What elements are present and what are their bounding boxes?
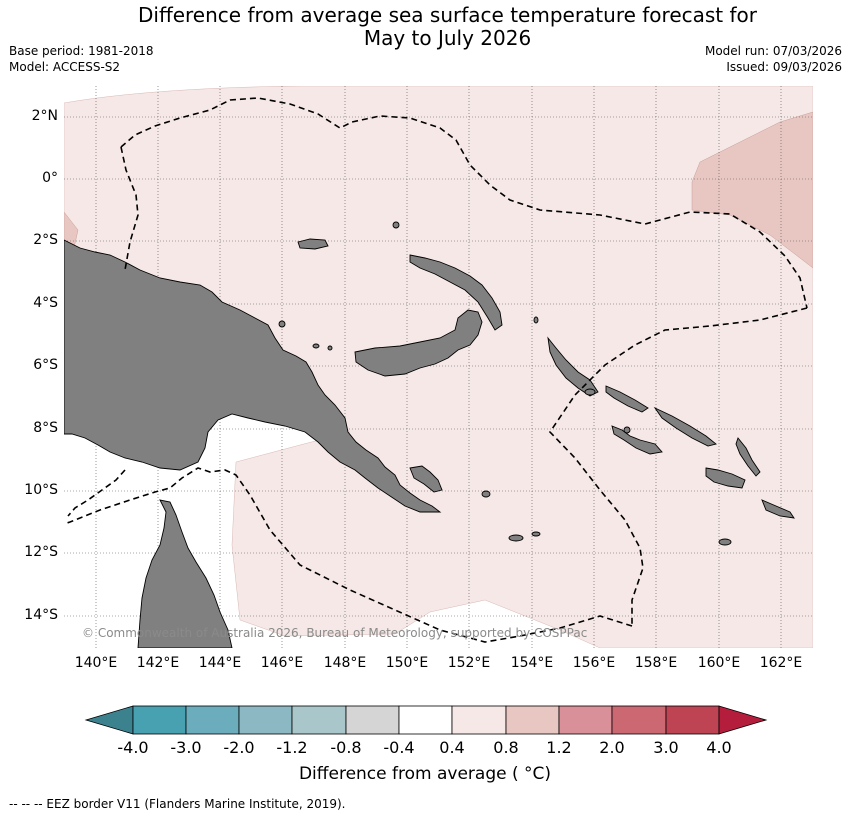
lat-label: 6°S — [33, 357, 58, 373]
lon-label: 150°E — [385, 655, 429, 671]
colorbar-cell — [132, 705, 187, 735]
colorbar-cell — [611, 705, 667, 735]
eez-border — [64, 97, 808, 643]
island — [312, 343, 320, 349]
colorbar-tick: -0.8 — [330, 738, 362, 757]
lon-label: 160°E — [697, 655, 741, 671]
chart-title: Difference from average sea surface temp… — [0, 4, 850, 50]
lon-label: 140°E — [74, 655, 118, 671]
lon-label: 156°E — [572, 655, 616, 671]
meta-right: Model run: 07/03/2026 Issued: 09/03/2026 — [705, 43, 842, 75]
eez-legend-note: -- -- -- EEZ border V11 (Flanders Marine… — [9, 797, 346, 811]
colorbar-tick: 3.0 — [653, 738, 679, 757]
colorbar — [84, 705, 768, 735]
base-period: Base period: 1981-2018 — [9, 44, 154, 58]
makira — [761, 499, 795, 519]
copyright-notice: © Commonwealth of Australia 2026, Bureau… — [82, 626, 587, 640]
dentrecasteaux-islands — [409, 465, 443, 493]
colorbar-tick: -4.0 — [117, 738, 149, 757]
lat-label: 8°S — [33, 420, 58, 436]
colorbar-tick: 2.0 — [599, 738, 625, 757]
malaita — [735, 437, 761, 477]
title-line-1: Difference from average sea surface temp… — [137, 3, 757, 27]
lon-label: 142°E — [136, 655, 180, 671]
colorbar-tick: 1.2 — [546, 738, 572, 757]
lon-label: 148°E — [323, 655, 367, 671]
colorbar-cell — [345, 705, 400, 735]
colorbar-title: Difference from average ( °C) — [298, 764, 552, 784]
colorbar-cell — [238, 705, 293, 735]
manus-island — [297, 238, 329, 250]
island — [278, 320, 286, 328]
map-area: © Commonwealth of Australia 2026, Bureau… — [64, 86, 813, 648]
lon-label: 154°E — [510, 655, 554, 671]
island — [327, 345, 333, 351]
island — [584, 388, 596, 396]
anomaly-shade-medium — [691, 111, 813, 269]
lat-label: 0° — [42, 170, 58, 186]
land — [64, 221, 795, 648]
colorbar-cell-min — [84, 705, 134, 735]
lat-label: 2°S — [33, 232, 58, 248]
lat-label: 10°S — [24, 482, 58, 498]
colorbar-tick: -1.2 — [276, 738, 308, 757]
lon-label: 144°E — [198, 655, 242, 671]
issued-date: Issued: 09/03/2026 — [726, 60, 842, 74]
lon-label: 152°E — [447, 655, 491, 671]
meta-left: Base period: 1981-2018 Model: ACCESS-S2 — [9, 43, 154, 75]
island — [533, 316, 539, 324]
colorbar-tick: -3.0 — [170, 738, 202, 757]
cape-york — [137, 499, 233, 648]
model-run: Model run: 07/03/2026 — [704, 44, 842, 58]
colorbar-tick: -2.0 — [223, 738, 255, 757]
colorbar-cell — [665, 705, 720, 735]
new-britain — [354, 309, 483, 377]
island — [481, 490, 491, 498]
new-guinea — [64, 239, 442, 513]
island — [623, 426, 631, 434]
new-georgia — [611, 425, 663, 455]
new-ireland — [409, 254, 503, 331]
model-name: Model: ACCESS-S2 — [9, 60, 121, 74]
colorbar-cell — [185, 705, 240, 735]
colorbar-cell — [505, 705, 560, 735]
island — [531, 531, 541, 537]
title-line-2: May to July 2026 — [363, 26, 532, 50]
colorbar-tick: -0.4 — [383, 738, 415, 757]
choiseul — [605, 385, 649, 413]
colorbar-cell — [398, 705, 453, 735]
island — [392, 221, 400, 229]
island — [718, 538, 732, 546]
lon-label: 158°E — [634, 655, 678, 671]
colorbar-cell — [291, 705, 347, 735]
colorbar-tick: 0.4 — [439, 738, 465, 757]
lat-label: 2°N — [31, 108, 58, 124]
santa-isabel — [653, 406, 717, 447]
colorbar-cell-max — [718, 705, 768, 735]
colorbar-cell — [558, 705, 613, 735]
lon-label: 146°E — [260, 655, 304, 671]
colorbar-tick: 0.8 — [493, 738, 519, 757]
colorbar-tick: 4.0 — [706, 738, 732, 757]
lat-label: 14°S — [24, 607, 58, 623]
island — [508, 534, 524, 542]
lat-label: 4°S — [33, 295, 58, 311]
lon-label: 162°E — [759, 655, 803, 671]
guadalcanal — [705, 467, 746, 489]
lat-label: 12°S — [24, 544, 58, 560]
colorbar-cell — [451, 705, 507, 735]
